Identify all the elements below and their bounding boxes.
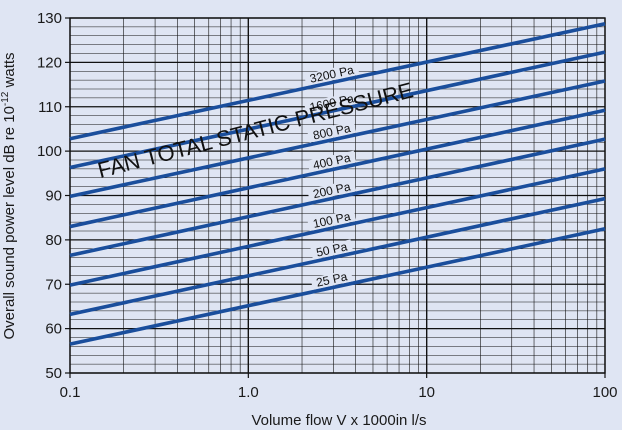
- series-line: [69, 50, 606, 170]
- y-tick-label: 100: [37, 143, 62, 160]
- series-line: [69, 79, 606, 199]
- series-line: [69, 227, 606, 346]
- x-tick-label: 100: [592, 384, 617, 401]
- series-line: [69, 22, 606, 141]
- series-line: [69, 137, 606, 258]
- series-label-bg: [310, 269, 354, 290]
- series-label-bg: [307, 150, 357, 173]
- series-label-bg: [307, 179, 357, 202]
- y-tick-label: 120: [37, 54, 62, 71]
- y-tick-label: 110: [38, 99, 62, 116]
- y-axis-title-exponent: -12: [0, 91, 11, 106]
- series-label-bg: [310, 239, 354, 260]
- y-tick-label: 60: [45, 321, 62, 338]
- y-tick-label: 80: [45, 232, 62, 249]
- y-axis-title-main: Overall sound power level dB re 10: [1, 106, 18, 339]
- y-tick-label: 90: [45, 188, 62, 205]
- series-line: [69, 167, 606, 287]
- y-axis-title-unit: watts: [1, 52, 18, 91]
- y-axis-title: Overall sound power level dB re 10-12 wa…: [0, 52, 18, 339]
- x-tick-label: 1.0: [238, 384, 259, 401]
- y-tick-label: 70: [45, 276, 62, 293]
- series-label-bg: [303, 91, 360, 115]
- x-axis-title: Volume flow V x 1000in l/s: [251, 412, 426, 429]
- series-label: 25 Pa: [315, 269, 349, 289]
- series-label: 50 Pa: [315, 239, 349, 259]
- y-tick-label: 130: [37, 10, 62, 27]
- series-line: [69, 196, 606, 317]
- x-tick-label: 10: [418, 384, 435, 401]
- series-line: [69, 108, 606, 229]
- tick-labels: 50 60 70 80 90 100 110 120 130 0.1 1.0 10 100: [37, 10, 618, 401]
- y-tick-label: 50: [45, 365, 62, 382]
- series-lines: [69, 22, 606, 346]
- x-tick-label: 0.1: [60, 384, 81, 401]
- series-label-bg: [307, 209, 357, 231]
- series-label-bg: [303, 62, 360, 86]
- series-label-bg: [307, 120, 357, 143]
